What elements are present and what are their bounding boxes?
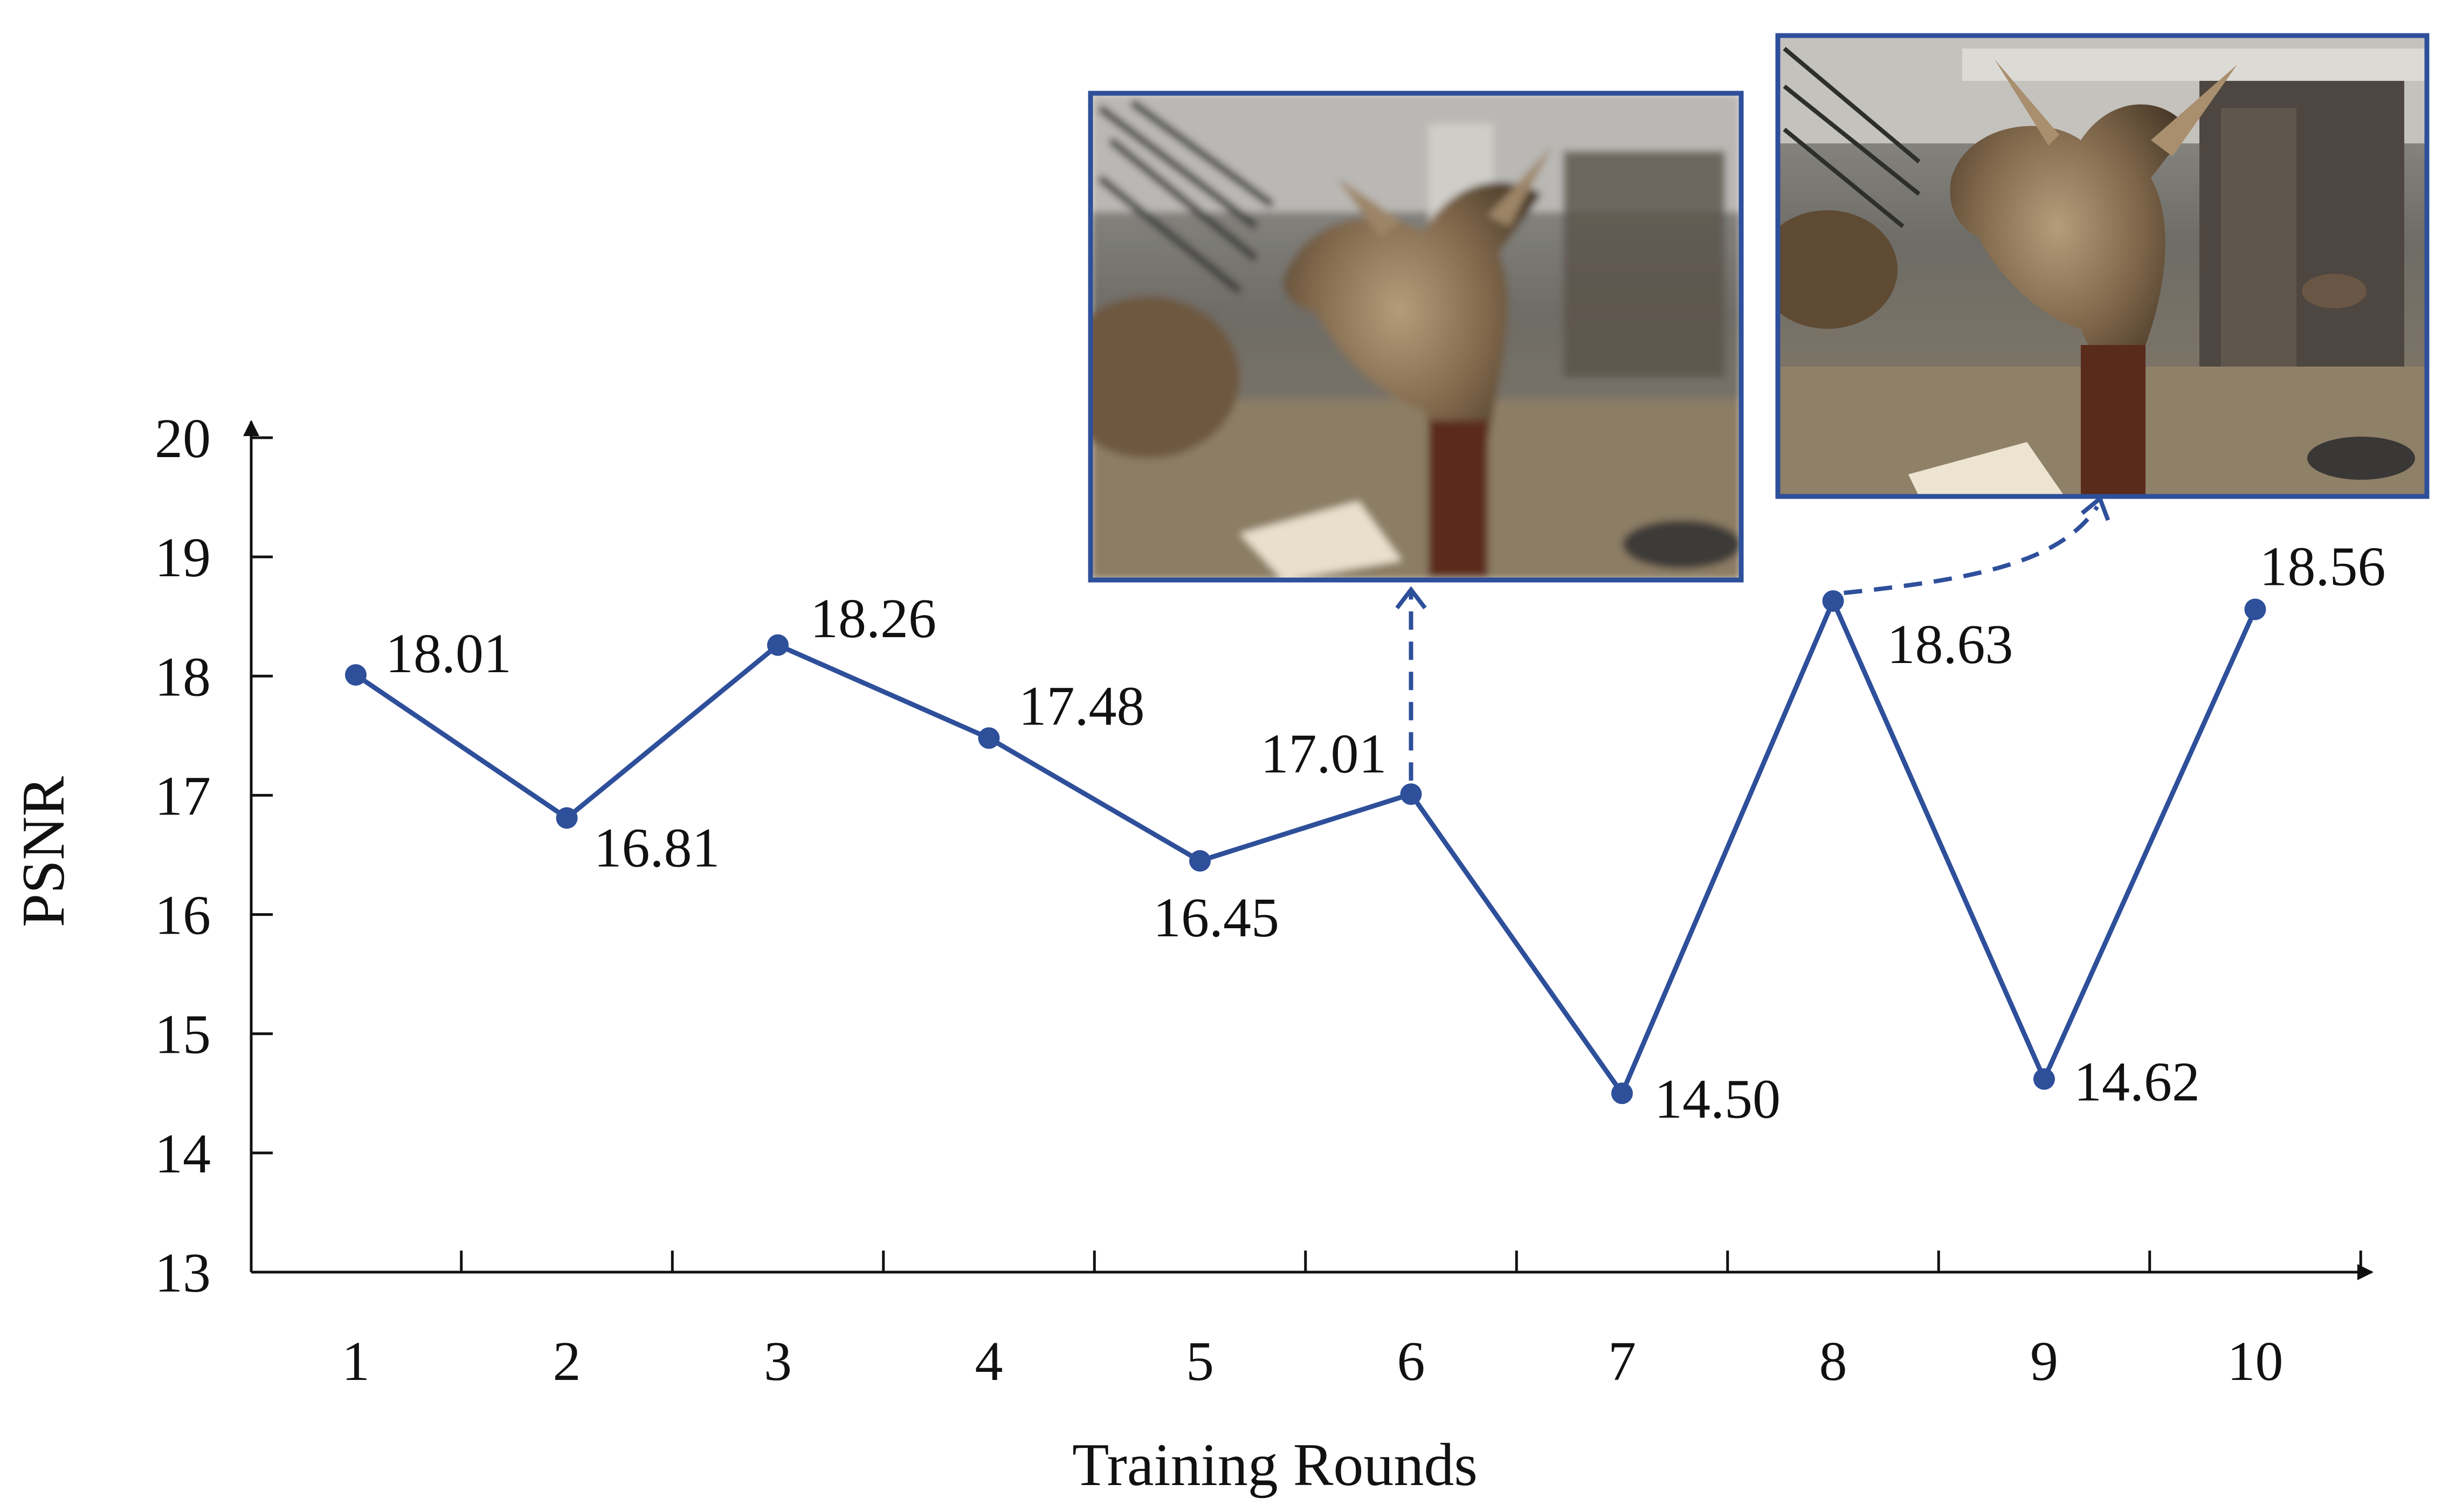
data-point: [1611, 1082, 1633, 1104]
data-point: [2033, 1068, 2055, 1090]
psnr-value-labels: 18.01 16.81 18.26 17.48 16.45 17.01 14.50 18.63…: [385, 535, 2386, 1130]
data-point: [978, 727, 1000, 749]
value-label: 18.56: [2260, 535, 2386, 597]
inset-render-round-6: [1088, 91, 1744, 583]
x-tick-label: 4: [975, 1330, 1003, 1392]
x-tick-label: 6: [1397, 1330, 1425, 1392]
connector-arrowhead-round-8: [2080, 495, 2110, 521]
data-point: [1189, 850, 1211, 872]
data-point: [345, 664, 367, 686]
y-axis-label: PSNR: [10, 776, 77, 927]
chart-axes: [243, 420, 2374, 1280]
x-axis-label: Training Rounds: [1072, 1432, 1478, 1499]
x-tick-label: 9: [2030, 1330, 2058, 1392]
value-label: 14.62: [2074, 1051, 2200, 1113]
data-point: [556, 807, 578, 829]
value-label: 16.45: [1153, 887, 1279, 949]
connector-round-8: [1844, 505, 2099, 595]
y-tick-label: 20: [155, 408, 211, 470]
y-axis-ticks: 13 14 15 16 17 18 19 20: [155, 408, 273, 1304]
y-tick-label: 17: [155, 765, 211, 827]
connector-arrowhead-round-6: [1395, 586, 1427, 610]
x-tick-label: 2: [553, 1330, 581, 1392]
data-point: [2244, 598, 2266, 620]
value-label: 18.63: [1887, 613, 2013, 675]
y-tick-label: 13: [155, 1242, 211, 1304]
value-label: 16.81: [594, 817, 720, 879]
inset-render-round-8: [1775, 33, 2430, 499]
y-tick-label: 18: [155, 646, 211, 708]
x-tick-label: 5: [1186, 1330, 1214, 1392]
inset-connectors: [1395, 495, 2110, 781]
value-label: 18.01: [385, 623, 512, 685]
data-point: [1822, 590, 1844, 612]
psnr-data-points: [345, 590, 2266, 1104]
x-tick-label: 3: [764, 1330, 792, 1392]
x-tick-label: 7: [1608, 1330, 1636, 1392]
y-tick-label: 15: [155, 1004, 211, 1066]
y-tick-label: 14: [155, 1123, 211, 1185]
y-tick-label: 16: [155, 885, 211, 947]
x-tick-label: 8: [1819, 1330, 1847, 1392]
y-tick-label: 19: [155, 527, 211, 589]
data-point: [1400, 783, 1422, 805]
x-tick-label: 10: [2227, 1330, 2283, 1392]
data-point: [767, 634, 789, 656]
value-label: 14.50: [1654, 1068, 1781, 1130]
value-label: 18.26: [810, 588, 936, 650]
value-label: 17.01: [1261, 723, 1387, 785]
x-axis-ticks: 1 2 3 4 5 6 7 8 9 10: [342, 1251, 2362, 1392]
x-tick-label: 1: [342, 1330, 370, 1392]
value-label: 17.48: [1019, 675, 1145, 737]
psnr-series-line: [354, 595, 2258, 1099]
